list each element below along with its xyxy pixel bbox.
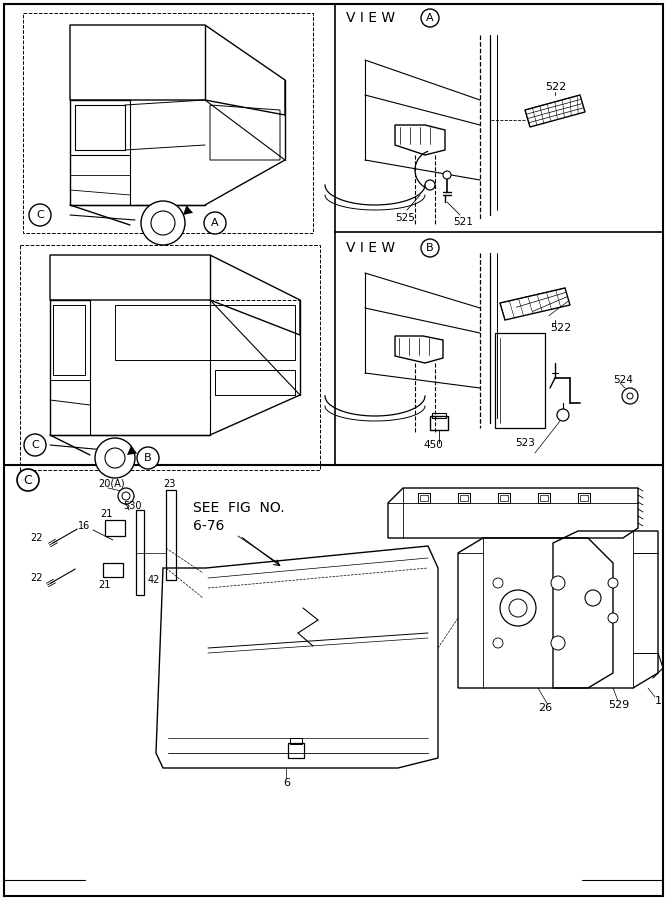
Text: 522: 522 xyxy=(550,323,571,333)
Text: 26: 26 xyxy=(538,703,552,713)
Bar xyxy=(498,493,510,503)
Bar xyxy=(105,520,125,536)
Bar xyxy=(458,493,470,503)
Text: B: B xyxy=(144,453,152,463)
Circle shape xyxy=(95,438,135,478)
Circle shape xyxy=(557,409,569,421)
Text: 22: 22 xyxy=(30,573,43,583)
Text: A: A xyxy=(426,13,434,23)
Circle shape xyxy=(493,578,503,588)
Circle shape xyxy=(137,447,159,469)
Text: 20(A): 20(A) xyxy=(98,479,125,489)
Text: V I E W: V I E W xyxy=(346,241,395,255)
Circle shape xyxy=(24,434,46,456)
Circle shape xyxy=(421,9,439,27)
Text: 6: 6 xyxy=(283,778,290,788)
Circle shape xyxy=(551,576,565,590)
Circle shape xyxy=(443,171,451,179)
Text: 1: 1 xyxy=(655,696,662,706)
Circle shape xyxy=(509,599,527,617)
Text: 16: 16 xyxy=(78,521,90,531)
Text: 521: 521 xyxy=(453,217,473,227)
Bar xyxy=(418,493,430,503)
Circle shape xyxy=(17,469,39,491)
Bar xyxy=(23,13,313,233)
Circle shape xyxy=(122,492,130,500)
Bar xyxy=(288,743,304,758)
Bar xyxy=(136,510,144,595)
Text: B: B xyxy=(426,243,434,253)
Text: C: C xyxy=(23,473,33,487)
Bar xyxy=(578,493,590,503)
Circle shape xyxy=(608,613,618,623)
Text: 529: 529 xyxy=(608,700,629,710)
Text: V I E W: V I E W xyxy=(346,11,395,25)
Circle shape xyxy=(585,590,601,606)
Circle shape xyxy=(500,590,536,626)
Bar xyxy=(166,490,176,580)
Bar xyxy=(500,495,508,501)
Circle shape xyxy=(608,578,618,588)
Circle shape xyxy=(204,212,226,234)
Circle shape xyxy=(425,180,435,190)
Text: 42: 42 xyxy=(148,575,160,585)
Text: 522: 522 xyxy=(545,82,566,92)
Bar xyxy=(540,495,548,501)
Circle shape xyxy=(627,393,633,399)
Text: 530: 530 xyxy=(123,501,141,511)
Polygon shape xyxy=(183,205,193,215)
Bar xyxy=(460,495,468,501)
Circle shape xyxy=(421,239,439,257)
Bar xyxy=(430,416,448,430)
Text: 23: 23 xyxy=(163,479,175,489)
Circle shape xyxy=(118,488,134,504)
Bar xyxy=(420,495,428,501)
Text: 450: 450 xyxy=(423,440,443,450)
Text: 524: 524 xyxy=(613,375,633,385)
Text: 523: 523 xyxy=(515,438,535,448)
Bar xyxy=(538,493,550,503)
Bar xyxy=(432,413,446,418)
Text: 21: 21 xyxy=(98,580,110,590)
Circle shape xyxy=(141,201,185,245)
Polygon shape xyxy=(127,446,137,455)
Text: 21: 21 xyxy=(100,509,112,519)
Bar xyxy=(103,563,123,577)
Text: 525: 525 xyxy=(395,213,415,223)
Text: A: A xyxy=(211,218,219,228)
Bar xyxy=(20,245,320,470)
Bar xyxy=(580,495,588,501)
Circle shape xyxy=(29,204,51,226)
Text: C: C xyxy=(36,210,44,220)
Circle shape xyxy=(622,388,638,404)
Text: 6-76: 6-76 xyxy=(193,519,224,533)
Bar xyxy=(290,738,302,744)
Circle shape xyxy=(551,636,565,650)
Circle shape xyxy=(493,638,503,648)
Text: 22: 22 xyxy=(30,533,43,543)
Text: C: C xyxy=(31,440,39,450)
Text: SEE  FIG  NO.: SEE FIG NO. xyxy=(193,501,285,515)
